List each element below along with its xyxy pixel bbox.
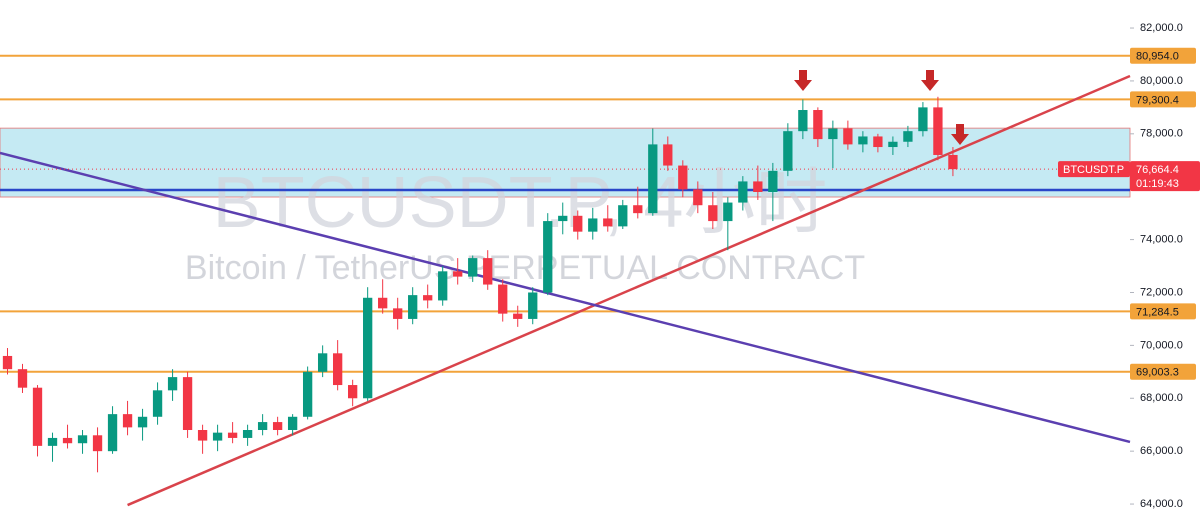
candle-body <box>738 181 748 203</box>
candle-body <box>693 189 703 206</box>
level-tag <box>1130 363 1196 380</box>
candle-body <box>468 258 478 277</box>
candle-body <box>393 308 403 319</box>
candle-body <box>933 107 943 155</box>
candle-body <box>363 297 373 399</box>
candle-body <box>302 371 313 417</box>
candle-body <box>633 205 643 214</box>
candle-body <box>438 271 448 301</box>
price-label: 76,664.4 <box>1136 164 1179 176</box>
candle-body <box>167 377 178 391</box>
candle-body <box>528 292 538 319</box>
candle-body <box>558 215 568 222</box>
candle-body <box>513 313 523 319</box>
candle-body <box>107 414 118 452</box>
candle-body <box>182 377 193 431</box>
y-tick-label: 82,000.0 <box>1140 22 1183 34</box>
candle-body <box>152 390 163 417</box>
candle-body <box>648 144 658 214</box>
candle-body <box>348 385 358 399</box>
candle-body <box>783 131 793 171</box>
candle-body <box>603 218 613 227</box>
arrow <box>794 70 812 91</box>
candle-body <box>903 131 913 142</box>
trendline <box>0 151 1131 444</box>
candle-body <box>723 202 733 222</box>
level-tag <box>1130 47 1196 64</box>
candle-body <box>843 128 853 145</box>
candle-body <box>227 432 238 438</box>
level-tag <box>1130 91 1196 108</box>
candle-body <box>137 416 148 428</box>
candle-body <box>858 136 868 145</box>
candle-body <box>828 128 838 140</box>
candle-body <box>543 221 553 293</box>
candle-body <box>873 136 883 148</box>
symbol-tag <box>1058 161 1130 178</box>
level-label: 69,003.3 <box>1136 367 1179 379</box>
candle-body <box>317 353 328 372</box>
candle-body <box>272 422 283 431</box>
candle-body <box>242 430 253 438</box>
y-tick-label: 80,000.0 <box>1140 75 1183 87</box>
signal-arrows <box>794 70 969 145</box>
candle-body <box>948 154 958 170</box>
candle-body <box>92 435 103 452</box>
y-tick-label: 66,000.0 <box>1140 445 1183 457</box>
candle-body <box>618 205 628 227</box>
candle-body <box>498 284 508 314</box>
candle-body <box>813 110 823 140</box>
candle-body <box>573 215 583 232</box>
candle-body <box>212 432 223 441</box>
candle-body <box>197 430 208 441</box>
level-label: 71,284.5 <box>1136 306 1179 318</box>
symbol-label: BTCUSDT.P <box>1063 164 1124 176</box>
level-tag <box>1130 303 1196 320</box>
candle-body <box>663 144 673 166</box>
price-tag <box>1130 161 1200 192</box>
candle-body <box>332 353 343 386</box>
candle-body <box>62 437 73 444</box>
y-tick-label: 72,000.0 <box>1140 286 1183 298</box>
candle-body <box>2 355 13 370</box>
candle-body <box>753 181 763 192</box>
candle-body <box>287 416 298 431</box>
candle-body <box>708 205 718 222</box>
candle-body <box>483 258 493 285</box>
candle-body <box>678 165 688 190</box>
candle-body <box>453 271 463 277</box>
level-label: 80,954.0 <box>1136 51 1179 63</box>
candle-body <box>423 295 433 301</box>
arrow <box>921 70 939 91</box>
candle-body <box>47 437 58 446</box>
y-tick-label: 64,000.0 <box>1140 498 1183 510</box>
candle-body <box>918 107 928 132</box>
candle-body <box>257 422 268 431</box>
trendline <box>127 74 1131 507</box>
candle-body <box>798 110 808 132</box>
candle-body <box>17 369 28 388</box>
candle-body <box>378 297 388 309</box>
candle-body <box>77 435 88 444</box>
y-tick-label: 68,000.0 <box>1140 392 1183 404</box>
watermark-description: Bitcoin / TetherUS PERPETUAL CONTRACT <box>185 249 865 287</box>
candle-body <box>888 141 898 148</box>
arrow <box>951 124 969 145</box>
candle-body <box>588 218 598 232</box>
countdown-label: 01:19:43 <box>1136 178 1179 190</box>
candle-body <box>122 414 133 428</box>
candle-body <box>32 387 43 446</box>
y-tick-label: 78,000.0 <box>1140 128 1183 140</box>
level-label: 79,300.4 <box>1136 94 1179 106</box>
y-tick-label: 70,000.0 <box>1140 339 1183 351</box>
y-tick-label: 74,000.0 <box>1140 234 1183 246</box>
candle-body <box>768 170 778 192</box>
candle-body <box>408 295 418 319</box>
